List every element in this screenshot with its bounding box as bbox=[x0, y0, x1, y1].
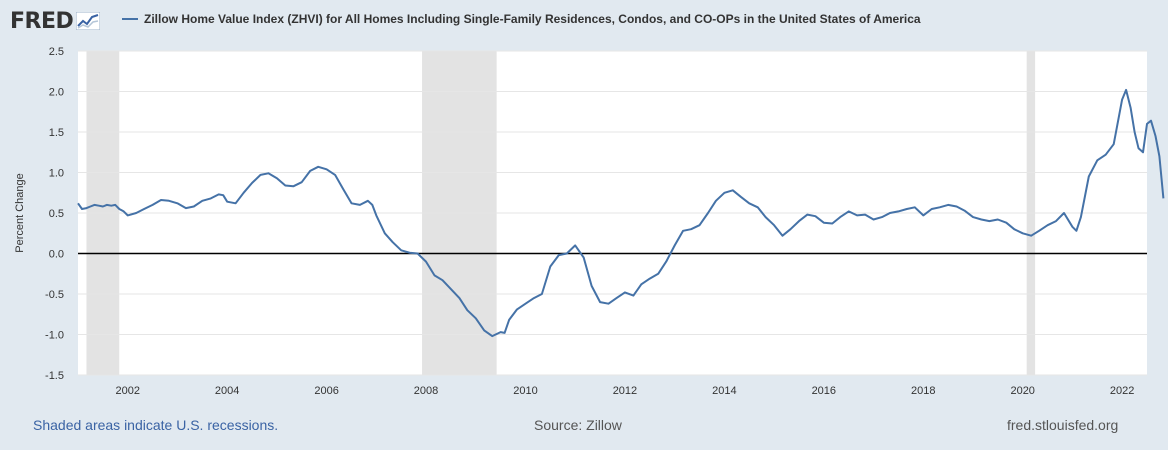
x-tick-label: 2012 bbox=[613, 385, 637, 397]
y-tick-label: 2.0 bbox=[49, 87, 64, 99]
x-tick-label: 2008 bbox=[414, 385, 438, 397]
y-tick-label: 2.5 bbox=[49, 46, 64, 58]
x-tick-label: 2022 bbox=[1110, 385, 1134, 397]
legend-swatch bbox=[122, 18, 138, 20]
x-tick-label: 2020 bbox=[1010, 385, 1034, 397]
logo-text: FRED bbox=[10, 8, 74, 34]
x-tick-label: 2004 bbox=[215, 385, 239, 397]
recession-note: Shaded areas indicate U.S. recessions. bbox=[33, 417, 279, 433]
y-tick-label: 0.0 bbox=[49, 249, 64, 261]
series-title: Zillow Home Value Index (ZHVI) for All H… bbox=[144, 12, 921, 26]
chart-legend: Zillow Home Value Index (ZHVI) for All H… bbox=[122, 12, 921, 26]
y-tick-label: -0.5 bbox=[45, 289, 64, 301]
line-chart-icon bbox=[76, 12, 101, 30]
x-tick-label: 2002 bbox=[115, 385, 139, 397]
site-link[interactable]: fred.stlouisfed.org bbox=[1007, 417, 1119, 433]
x-tick-label: 2018 bbox=[911, 385, 935, 397]
y-tick-label: 1.5 bbox=[49, 127, 64, 139]
fred-logo[interactable]: FRED bbox=[10, 8, 101, 34]
source-label: Source: Zillow bbox=[534, 417, 622, 433]
y-tick-label: 1.0 bbox=[49, 168, 64, 180]
y-tick-label: 0.5 bbox=[49, 208, 64, 220]
y-axis-title: Percent Change bbox=[14, 173, 26, 253]
x-tick-label: 2014 bbox=[712, 385, 736, 397]
y-tick-label: -1.0 bbox=[45, 330, 64, 342]
x-tick-label: 2006 bbox=[314, 385, 338, 397]
y-tick-label: -1.5 bbox=[45, 370, 64, 382]
x-tick-label: 2010 bbox=[513, 385, 537, 397]
series-line bbox=[77, 88, 1165, 338]
x-tick-label: 2016 bbox=[812, 385, 836, 397]
header: FRED bbox=[10, 6, 101, 36]
